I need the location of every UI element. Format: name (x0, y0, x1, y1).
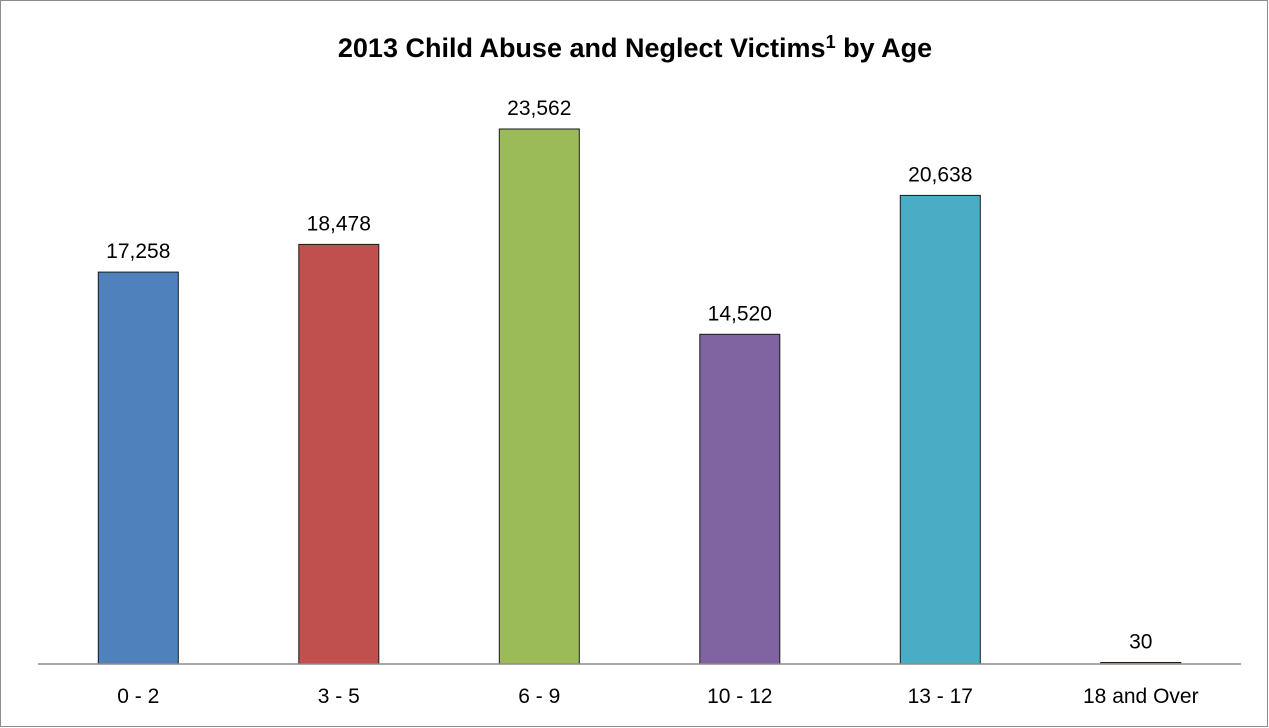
x-tick-label-6: 18 and Over (1083, 685, 1199, 708)
data-label-5: 20,638 (908, 163, 972, 186)
chart-title: 2013 Child Abuse and Neglect Victims1 by… (338, 32, 932, 63)
data-label-4: 14,520 (708, 302, 772, 325)
data-label-3: 23,562 (507, 97, 571, 120)
bar-3 (498, 128, 580, 665)
data-labels-group: 17,258 18,478 23,562 14,520 20,638 30 (106, 97, 1152, 654)
x-tick-label-3: 6 - 9 (518, 685, 560, 708)
bar-2 (298, 243, 380, 665)
x-tick-label-4: 10 - 12 (707, 685, 772, 708)
x-tick-label-5: 13 - 17 (908, 685, 973, 708)
data-label-6: 30 (1129, 631, 1152, 654)
chart-title-main: 2013 Child Abuse and Neglect Victims (338, 33, 826, 63)
bars-group (97, 128, 1182, 665)
x-tick-label-1: 0 - 2 (117, 685, 159, 708)
x-axis-tick-labels: 0 - 2 3 - 5 6 - 9 10 - 12 13 - 17 18 and Over (117, 685, 1198, 708)
bar-4 (699, 333, 781, 665)
data-label-1: 17,258 (106, 240, 170, 263)
chart-title-superscript: 1 (826, 32, 836, 52)
bar-1 (97, 271, 179, 665)
chart-title-suffix: by Age (836, 33, 933, 63)
bar-5 (899, 194, 981, 665)
data-label-2: 18,478 (307, 212, 371, 235)
x-tick-label-2: 3 - 5 (318, 685, 360, 708)
